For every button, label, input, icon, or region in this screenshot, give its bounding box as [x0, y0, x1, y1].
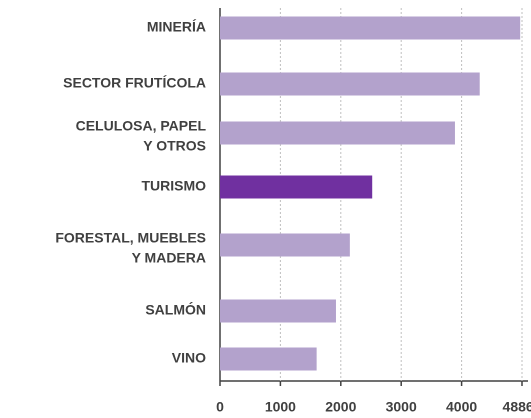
- x-tick-label: 2000: [325, 399, 356, 415]
- bar: [220, 16, 521, 40]
- category-label: Y OTROS: [143, 138, 206, 154]
- category-label: TURISMO: [141, 178, 206, 194]
- bar: [220, 347, 317, 371]
- x-tick-label: 1000: [265, 399, 296, 415]
- x-tick-label: 3000: [386, 399, 417, 415]
- category-label: SECTOR FRUTÍCOLA: [63, 75, 206, 91]
- bar: [220, 233, 350, 257]
- category-label: FORESTAL, MUEBLES: [55, 230, 206, 246]
- x-tick-label: 4000: [446, 399, 477, 415]
- bar: [220, 299, 336, 323]
- bar: [220, 121, 455, 145]
- bar: [220, 175, 373, 199]
- bar: [220, 72, 480, 96]
- category-label: SALMÓN: [145, 301, 206, 318]
- category-label: MINERÍA: [147, 19, 206, 35]
- x-tick-label: 0: [216, 399, 224, 415]
- category-label: VINO: [172, 350, 206, 366]
- category-label: Y MADERA: [132, 250, 206, 266]
- x-tick-label: 48865: [503, 399, 531, 415]
- category-label: CELULOSA, PAPEL: [76, 118, 207, 134]
